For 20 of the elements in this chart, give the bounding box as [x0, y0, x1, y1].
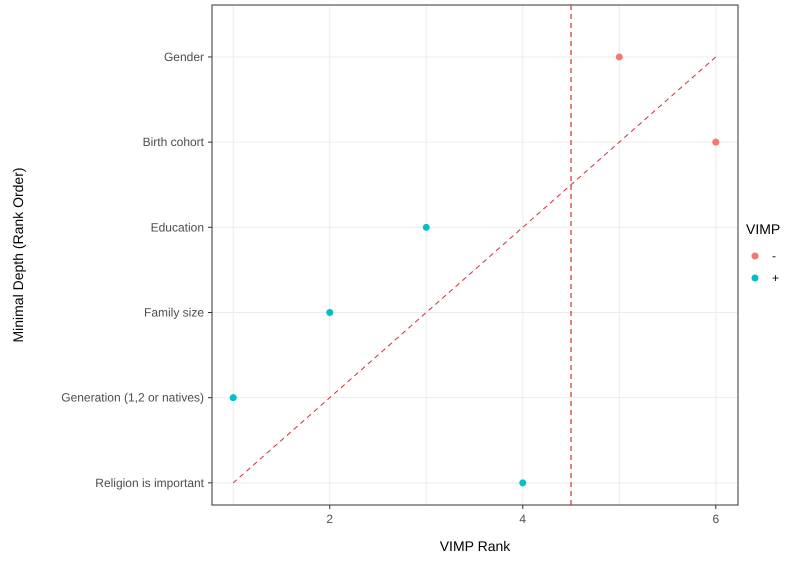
legend-label: + [772, 271, 780, 285]
x-tick-label: 6 [712, 512, 720, 526]
y-tick-label: Religion is important [95, 476, 205, 490]
point [230, 394, 237, 402]
point [326, 308, 334, 316]
point [519, 479, 526, 486]
x-axis-title: VIMP Rank [440, 538, 512, 554]
point [616, 53, 623, 60]
y-tick-label: Family size [144, 305, 204, 320]
x-tick-label: 2 [326, 512, 334, 526]
y-tick-label: Generation (1,2 or natives) [61, 390, 204, 405]
y-tick-label: Gender [164, 50, 204, 64]
legend-label: - [772, 249, 776, 263]
point [712, 138, 720, 146]
y-tick-label: Education [150, 220, 204, 234]
y-tick-label: Birth cohort [142, 135, 205, 150]
legend-title: VIMP [746, 221, 780, 237]
y-axis-title: Minimal Depth (Rank Order) [10, 167, 26, 343]
point [422, 224, 430, 231]
x-tick-label: 4 [519, 512, 526, 526]
